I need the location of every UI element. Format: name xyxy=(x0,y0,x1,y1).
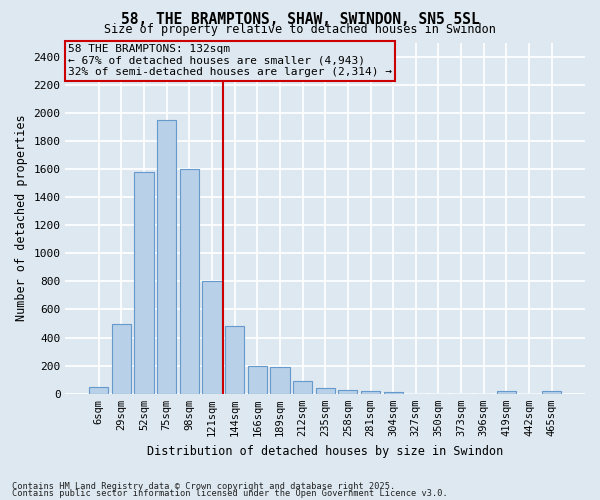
Bar xyxy=(270,367,290,394)
Bar xyxy=(248,366,267,394)
Y-axis label: Number of detached properties: Number of detached properties xyxy=(15,115,28,322)
Bar xyxy=(316,388,335,394)
X-axis label: Distribution of detached houses by size in Swindon: Distribution of detached houses by size … xyxy=(147,444,503,458)
Text: Contains public sector information licensed under the Open Government Licence v3: Contains public sector information licen… xyxy=(12,490,448,498)
Bar xyxy=(293,381,312,394)
Bar xyxy=(134,172,154,394)
Bar xyxy=(225,326,244,394)
Text: 58 THE BRAMPTONS: 132sqm
← 67% of detached houses are smaller (4,943)
32% of sem: 58 THE BRAMPTONS: 132sqm ← 67% of detach… xyxy=(68,44,392,78)
Bar xyxy=(89,387,108,394)
Bar xyxy=(497,391,516,394)
Bar xyxy=(383,392,403,394)
Bar xyxy=(157,120,176,394)
Text: 58, THE BRAMPTONS, SHAW, SWINDON, SN5 5SL: 58, THE BRAMPTONS, SHAW, SWINDON, SN5 5S… xyxy=(121,12,479,28)
Bar xyxy=(179,169,199,394)
Text: Size of property relative to detached houses in Swindon: Size of property relative to detached ho… xyxy=(104,22,496,36)
Text: Contains HM Land Registry data © Crown copyright and database right 2025.: Contains HM Land Registry data © Crown c… xyxy=(12,482,395,491)
Bar xyxy=(112,324,131,394)
Bar xyxy=(202,282,221,394)
Bar xyxy=(338,390,358,394)
Bar xyxy=(361,391,380,394)
Bar xyxy=(542,391,562,394)
